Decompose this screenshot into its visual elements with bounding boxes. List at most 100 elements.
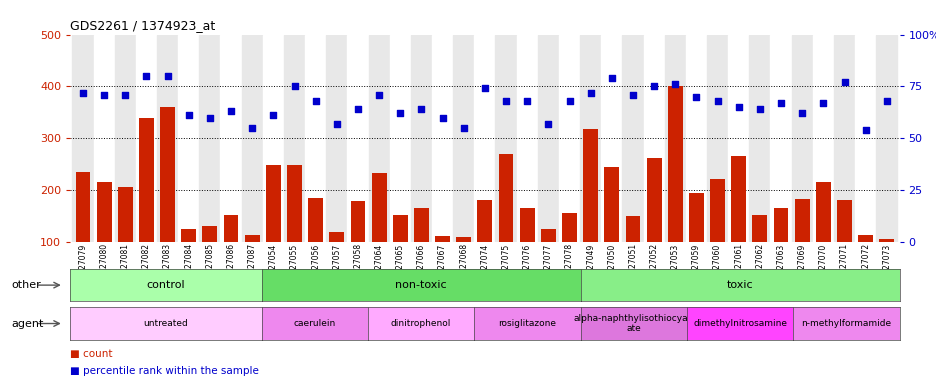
Bar: [495, 35, 516, 242]
Bar: [453, 35, 474, 242]
Bar: [498, 154, 513, 294]
Bar: [76, 172, 90, 294]
Text: control: control: [147, 280, 185, 290]
Bar: [72, 35, 94, 242]
Point: [372, 92, 387, 98]
Bar: [474, 35, 495, 242]
Point: [76, 89, 91, 96]
Bar: [220, 35, 241, 242]
Bar: [266, 165, 281, 294]
Bar: [685, 35, 707, 242]
Bar: [157, 35, 178, 242]
Bar: [139, 118, 154, 294]
Point: [625, 92, 640, 98]
Bar: [136, 35, 157, 242]
Point: [878, 98, 893, 104]
Point: [181, 113, 196, 119]
Bar: [727, 35, 749, 242]
Bar: [622, 35, 643, 242]
Bar: [182, 229, 196, 294]
Point: [350, 106, 365, 112]
Bar: [646, 158, 661, 294]
Bar: [579, 35, 601, 242]
Bar: [160, 107, 175, 294]
Bar: [812, 35, 833, 242]
Point: [202, 114, 217, 121]
Bar: [582, 129, 597, 294]
Point: [646, 83, 661, 89]
Text: ■ percentile rank within the sample: ■ percentile rank within the sample: [70, 366, 259, 376]
Bar: [431, 35, 453, 242]
Bar: [601, 35, 622, 242]
Text: untreated: untreated: [143, 319, 188, 328]
Point: [329, 121, 344, 127]
Bar: [769, 35, 791, 242]
Text: ■ count: ■ count: [70, 349, 112, 359]
Bar: [791, 35, 812, 242]
Bar: [178, 35, 199, 242]
Point: [498, 98, 513, 104]
Point: [96, 92, 111, 98]
Point: [244, 125, 259, 131]
Bar: [199, 35, 220, 242]
Point: [266, 113, 281, 119]
Text: dinitrophenol: dinitrophenol: [390, 319, 451, 328]
Point: [286, 83, 301, 89]
Bar: [516, 35, 537, 242]
Point: [540, 121, 555, 127]
Point: [519, 98, 534, 104]
Bar: [326, 35, 347, 242]
Text: non-toxic: non-toxic: [395, 280, 446, 290]
Point: [794, 110, 809, 116]
Bar: [773, 208, 787, 294]
Bar: [244, 235, 259, 294]
Point: [308, 98, 323, 104]
Bar: [347, 35, 368, 242]
Text: dimethylnitrosamine: dimethylnitrosamine: [693, 319, 786, 328]
Point: [688, 94, 703, 100]
Bar: [625, 216, 639, 294]
Bar: [562, 214, 577, 294]
Text: other: other: [11, 280, 41, 290]
Point: [160, 73, 175, 79]
Bar: [368, 35, 389, 242]
Bar: [350, 202, 365, 294]
Bar: [540, 229, 555, 294]
Point: [118, 92, 133, 98]
Bar: [118, 187, 133, 294]
Bar: [709, 179, 724, 294]
Point: [730, 104, 745, 110]
Bar: [731, 156, 745, 294]
Bar: [372, 174, 387, 294]
Bar: [559, 35, 579, 242]
Point: [836, 79, 851, 85]
Text: alpha-naphthylisothiocyan
ate: alpha-naphthylisothiocyan ate: [573, 314, 694, 333]
Bar: [836, 200, 851, 294]
Point: [414, 106, 429, 112]
Bar: [286, 165, 301, 294]
Bar: [389, 35, 410, 242]
Point: [139, 73, 154, 79]
Bar: [392, 215, 407, 294]
Point: [773, 100, 788, 106]
Bar: [477, 200, 491, 294]
Point: [604, 75, 619, 81]
Bar: [794, 199, 809, 294]
Bar: [305, 35, 326, 242]
Point: [709, 98, 724, 104]
Bar: [537, 35, 559, 242]
Bar: [284, 35, 305, 242]
Text: GDS2261 / 1374923_at: GDS2261 / 1374923_at: [70, 19, 215, 32]
Bar: [114, 35, 136, 242]
Bar: [667, 86, 682, 294]
Bar: [833, 35, 855, 242]
Point: [476, 85, 491, 91]
Point: [392, 110, 407, 116]
Point: [815, 100, 830, 106]
Point: [562, 98, 577, 104]
Text: rosiglitazone: rosiglitazone: [498, 319, 556, 328]
Bar: [643, 35, 664, 242]
Bar: [414, 208, 429, 294]
Bar: [688, 193, 703, 294]
Bar: [202, 227, 217, 294]
